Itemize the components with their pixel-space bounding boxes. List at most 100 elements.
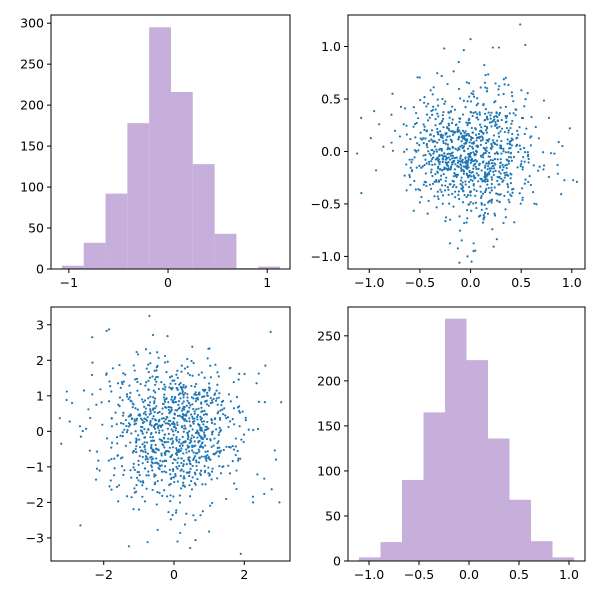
bottom-left-point	[171, 442, 174, 445]
bottom-left-point	[143, 441, 146, 444]
bottom-left-point	[163, 441, 166, 444]
top-right-point	[519, 202, 522, 205]
bottom-left-point	[199, 473, 202, 477]
top-right-point	[449, 154, 452, 157]
top-right-point	[405, 163, 408, 166]
top-right-point	[443, 102, 446, 105]
bottom-left-point	[235, 395, 239, 399]
top-right-point	[504, 105, 507, 108]
bottom-left-point	[107, 459, 111, 462]
bottom-left-point	[181, 444, 184, 447]
bottom-left-point	[155, 457, 158, 460]
top-right-point	[465, 133, 468, 136]
bottom-left-point	[217, 440, 220, 443]
bottom-left-y-tick-label: 3	[36, 317, 44, 332]
bottom-left-point	[251, 495, 255, 498]
bottom-left-point	[196, 452, 199, 455]
bottom-left-point	[280, 401, 283, 404]
top-right-point	[462, 190, 465, 193]
bottom-left-point	[182, 470, 185, 473]
top-right-point	[488, 151, 491, 154]
bottom-left-point	[70, 401, 74, 405]
bottom-left-point	[172, 495, 175, 498]
bottom-left-point	[153, 402, 156, 405]
top-right-point	[492, 173, 495, 177]
top-right-point	[497, 46, 501, 49]
top-right-point	[498, 85, 501, 88]
bottom-left-point	[191, 476, 194, 479]
bottom-left-point	[145, 367, 148, 370]
bottom-right-y-tick-label: 100	[317, 463, 341, 478]
bottom-left-point	[232, 448, 236, 451]
top-right-point	[518, 192, 521, 195]
bottom-left-point	[130, 496, 133, 499]
bottom-left-point	[199, 415, 202, 418]
bottom-left-point	[193, 385, 197, 388]
bottom-left-point	[195, 468, 198, 472]
bottom-left-point	[148, 376, 152, 379]
top-right-point	[490, 201, 493, 204]
top-right-point	[477, 174, 480, 177]
bottom-left-point	[201, 445, 204, 449]
top-right-point	[509, 193, 512, 196]
top-right-point	[460, 169, 463, 172]
bottom-left-point	[192, 457, 196, 460]
bottom-left-point	[133, 418, 136, 421]
bottom-left-point	[79, 524, 82, 527]
top-right-point	[461, 113, 465, 116]
top-right-point	[447, 161, 450, 164]
bottom-left-point	[167, 401, 170, 404]
bottom-left-point	[191, 403, 194, 406]
top-right-point	[448, 183, 451, 186]
top-right-point	[485, 90, 489, 93]
top-right-point	[481, 221, 485, 224]
top-right-point	[469, 138, 473, 141]
bottom-left-point	[133, 487, 136, 490]
top-right-point	[503, 194, 506, 197]
bottom-left-point	[151, 469, 154, 472]
bottom-left-point	[182, 441, 185, 444]
bottom-left-point	[226, 416, 230, 419]
bottom-left-point	[175, 509, 178, 512]
bottom-left-point	[144, 348, 148, 351]
top-right-point	[483, 147, 486, 150]
top-right-point	[447, 147, 450, 150]
bottom-left-point	[142, 481, 145, 484]
bottom-left-point	[116, 454, 119, 457]
bottom-left-point	[207, 456, 211, 459]
bottom-left-point	[183, 424, 186, 427]
bottom-left-point	[227, 425, 230, 429]
bottom-left-point	[147, 470, 150, 473]
bottom-right-bar	[531, 541, 553, 561]
top-right-point	[432, 135, 435, 138]
top-right-point	[446, 135, 449, 138]
bottom-left-point	[225, 497, 228, 501]
bottom-left-point	[195, 382, 198, 386]
bottom-left-point	[165, 397, 168, 400]
top-right-point	[533, 202, 536, 205]
top-right-point	[471, 142, 474, 145]
bottom-right-y-tick-label: 50	[325, 508, 341, 523]
bottom-left-point	[201, 395, 204, 399]
top-right-point	[411, 158, 414, 161]
bottom-left-point	[157, 466, 160, 469]
bottom-left-point	[232, 381, 235, 384]
bottom-left-point	[139, 417, 143, 420]
bottom-left-point	[110, 488, 113, 491]
bottom-left-point	[194, 473, 197, 476]
bottom-left-point	[180, 457, 183, 460]
bottom-right-bar	[445, 318, 467, 561]
bottom-left-point	[114, 411, 117, 414]
bottom-left-point	[216, 383, 219, 386]
bottom-left-point	[144, 448, 147, 451]
bottom-left-point	[241, 410, 244, 413]
top-right-point	[432, 86, 435, 89]
top-right-point	[446, 186, 449, 189]
top-right-point	[469, 38, 472, 41]
top-right-point	[471, 131, 474, 134]
bottom-left-point	[187, 456, 190, 459]
top-right-point	[538, 165, 541, 168]
bottom-left-point	[160, 440, 164, 443]
top-right-point	[523, 182, 526, 185]
top-right-point	[513, 221, 516, 224]
